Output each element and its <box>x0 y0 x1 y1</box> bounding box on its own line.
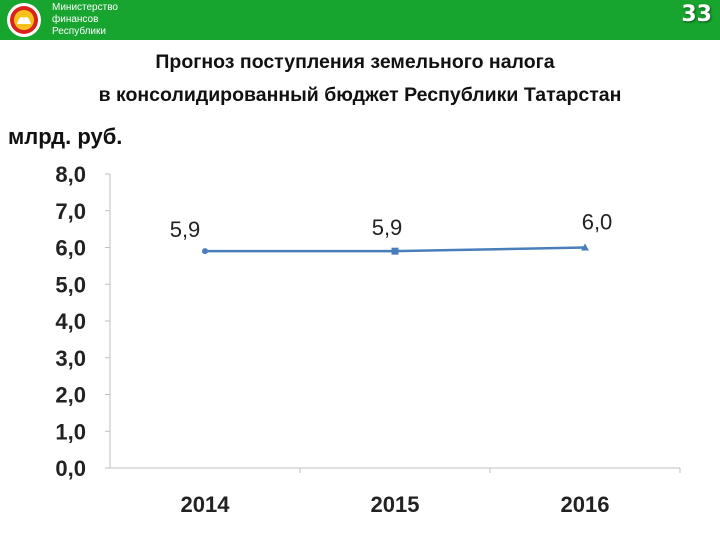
y-tick-label: 8,0 <box>55 162 86 187</box>
y-tick-label: 7,0 <box>55 199 86 224</box>
y-tick-label: 5,0 <box>55 272 86 297</box>
line-chart: 0,0 1,0 2,0 3,0 4,0 5,0 6,0 7,0 8,0 2014 2015 2016 5… <box>55 162 681 517</box>
x-tick-label: 2015 <box>371 492 420 517</box>
y-tick-label: 2,0 <box>55 383 86 408</box>
data-point <box>581 243 589 251</box>
x-tick-label: 2016 <box>561 492 610 517</box>
title-line-2: в консолидированный бюджет Республики Та… <box>98 84 622 106</box>
data-label: 6,0 <box>582 210 613 235</box>
ministry-line: финансов <box>52 14 99 25</box>
title-line-1: Прогноз поступления земельного налога <box>155 51 555 73</box>
y-tick-label: 0,0 <box>55 456 86 481</box>
data-label: 5,9 <box>372 215 403 240</box>
data-point <box>202 248 208 255</box>
ministry-name: Министерство финансов Республики <box>52 2 162 38</box>
y-axis-unit-label: млрд. руб. <box>8 124 123 149</box>
header-bar: Министерство финансов Республики 33 <box>0 0 720 40</box>
y-tick-label: 3,0 <box>55 346 86 371</box>
ministry-line: Министерство <box>52 2 118 13</box>
ministry-line: Республики <box>52 26 106 37</box>
page-number: 33 <box>681 2 712 27</box>
x-tick-label: 2014 <box>181 492 231 517</box>
tatarstan-emblem-icon <box>7 3 41 37</box>
data-point <box>391 247 399 255</box>
y-tick-label: 4,0 <box>55 309 86 334</box>
data-label: 5,9 <box>170 217 201 242</box>
y-tick-label: 1,0 <box>55 419 86 444</box>
y-tick-label: 6,0 <box>55 236 86 261</box>
